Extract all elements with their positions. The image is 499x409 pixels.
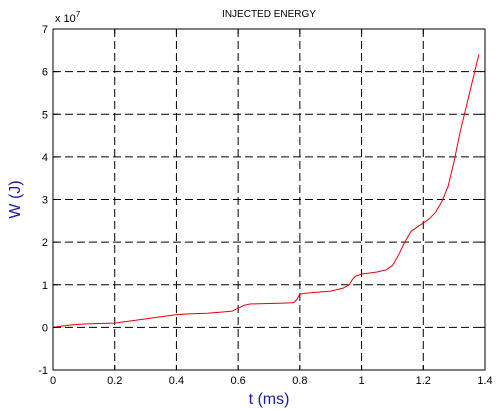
y-multiplier-base: x 10	[55, 13, 76, 25]
grid-lines	[53, 29, 485, 370]
y-axis-multiplier: x 107	[55, 10, 81, 25]
y-tick-label: 5	[42, 109, 48, 121]
x-tick-label: 0.4	[169, 375, 184, 387]
x-tick-label: 0.8	[292, 375, 307, 387]
y-tick-label: 7	[42, 24, 48, 36]
x-tick-label: 0	[50, 375, 56, 387]
y-tick-label: 1	[42, 280, 48, 292]
y-axis-label: W (J)	[7, 180, 24, 218]
x-tick-label: 0.2	[107, 375, 122, 387]
y-tick-label: 4	[42, 152, 48, 164]
chart-title: INJECTED ENERGY	[222, 9, 316, 20]
y-tick-label: -1	[38, 365, 48, 377]
y-tick-label: 0	[42, 322, 48, 334]
x-tick-label: 0.6	[230, 375, 245, 387]
x-tick-label: 1.4	[477, 375, 492, 387]
y-tick-label: 2	[42, 237, 48, 249]
series-group	[52, 54, 480, 328]
y-multiplier-exponent: 7	[76, 10, 81, 19]
y-tick-label: 6	[42, 67, 48, 79]
x-axis-label: t (ms)	[249, 391, 290, 408]
y-tick-label: 3	[42, 195, 48, 207]
x-tick-label: 1.2	[416, 375, 431, 387]
x-tick-label: 1	[359, 375, 365, 387]
series-line	[52, 54, 480, 328]
